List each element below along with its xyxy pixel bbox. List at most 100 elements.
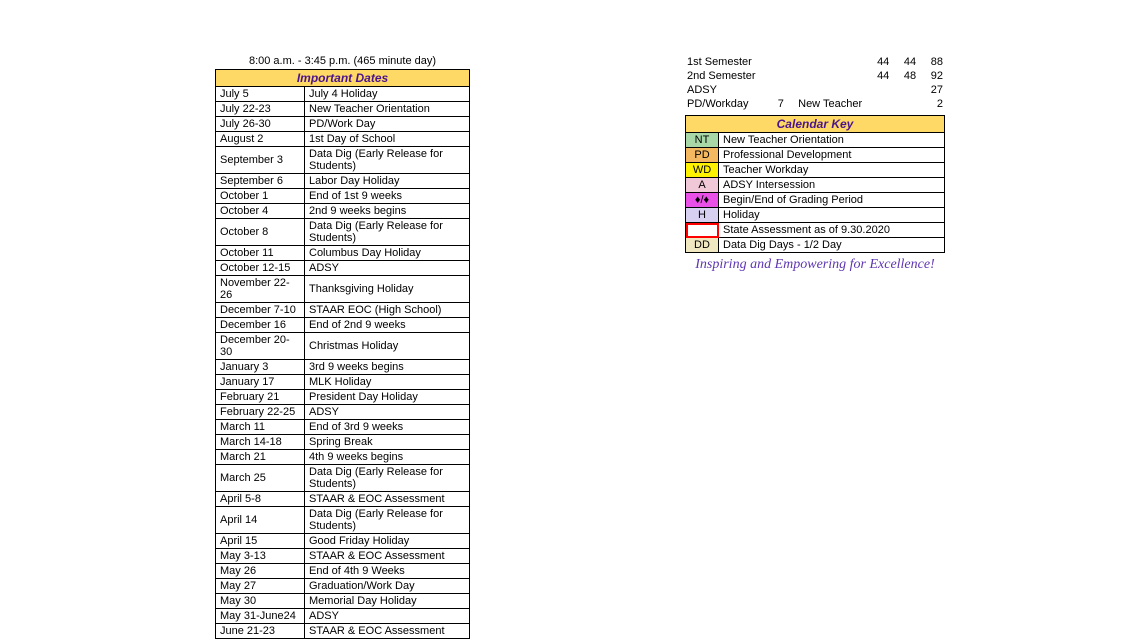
key-label-cell: New Teacher Orientation: [719, 133, 945, 148]
date-cell: September 6: [216, 174, 305, 189]
event-cell: End of 4th 9 Weeks: [305, 564, 470, 579]
date-cell: April 5-8: [216, 492, 305, 507]
stat-cell: [865, 97, 892, 111]
tagline: Inspiring and Empowering for Excellence!: [685, 257, 945, 273]
table-row: AADSY Intersession: [686, 178, 945, 193]
table-row: ♦/♦Begin/End of Grading Period: [686, 193, 945, 208]
table-row: March 11End of 3rd 9 weeks: [216, 420, 470, 435]
date-cell: January 17: [216, 375, 305, 390]
event-cell: Data Dig (Early Release for Students): [305, 147, 470, 174]
event-cell: Memorial Day Holiday: [305, 594, 470, 609]
table-row: HHoliday: [686, 208, 945, 223]
event-cell: 4th 9 weeks begins: [305, 450, 470, 465]
date-cell: January 3: [216, 360, 305, 375]
date-cell: February 21: [216, 390, 305, 405]
table-row: PD/Workday7New Teacher2: [685, 97, 945, 111]
event-cell: 3rd 9 weeks begins: [305, 360, 470, 375]
event-cell: MLK Holiday: [305, 375, 470, 390]
table-row: State Assessment as of 9.30.2020: [686, 223, 945, 238]
date-cell: May 31-June24: [216, 609, 305, 624]
date-cell: December 7-10: [216, 303, 305, 318]
date-cell: July 26-30: [216, 117, 305, 132]
table-row: NTNew Teacher Orientation: [686, 133, 945, 148]
key-code-cell: NT: [686, 133, 719, 148]
key-label-cell: Professional Development: [719, 148, 945, 163]
date-cell: December 20-30: [216, 333, 305, 360]
event-cell: End of 1st 9 weeks: [305, 189, 470, 204]
stat-cell: [766, 83, 796, 97]
date-cell: May 30: [216, 594, 305, 609]
key-code-cell: [686, 223, 719, 238]
date-cell: December 16: [216, 318, 305, 333]
date-cell: May 26: [216, 564, 305, 579]
event-cell: STAAR & EOC Assessment: [305, 492, 470, 507]
date-cell: March 14-18: [216, 435, 305, 450]
date-cell: July 5: [216, 87, 305, 102]
event-cell: New Teacher Orientation: [305, 102, 470, 117]
event-cell: Columbus Day Holiday: [305, 246, 470, 261]
calendar-key-section: 1st Semester4444882nd Semester444892ADSY…: [685, 55, 945, 639]
key-label-cell: State Assessment as of 9.30.2020: [719, 223, 945, 238]
important-dates-header: Important Dates: [216, 70, 470, 87]
event-cell: July 4 Holiday: [305, 87, 470, 102]
date-cell: March 25: [216, 465, 305, 492]
table-row: September 6Labor Day Holiday: [216, 174, 470, 189]
table-row: 1st Semester444488: [685, 55, 945, 69]
key-code-cell: ♦/♦: [686, 193, 719, 208]
table-row: ADSY27: [685, 83, 945, 97]
event-cell: STAAR EOC (High School): [305, 303, 470, 318]
stat-cell: [865, 83, 892, 97]
date-cell: October 8: [216, 219, 305, 246]
event-cell: Data Dig (Early Release for Students): [305, 507, 470, 534]
important-dates-section: 8:00 a.m. - 3:45 p.m. (465 minute day) I…: [215, 55, 470, 639]
event-cell: End of 2nd 9 weeks: [305, 318, 470, 333]
key-code-cell: A: [686, 178, 719, 193]
table-row: October 1End of 1st 9 weeks: [216, 189, 470, 204]
date-cell: July 22-23: [216, 102, 305, 117]
key-label-cell: Data Dig Days - 1/2 Day: [719, 238, 945, 253]
important-dates-table: Important Dates July 5July 4 HolidayJuly…: [215, 69, 470, 639]
date-cell: March 11: [216, 420, 305, 435]
table-row: December 20-30Christmas Holiday: [216, 333, 470, 360]
stat-cell: 2nd Semester: [685, 69, 766, 83]
stat-cell: 7: [766, 97, 796, 111]
table-row: July 22-23New Teacher Orientation: [216, 102, 470, 117]
date-cell: June 21-23: [216, 624, 305, 639]
table-row: April 15Good Friday Holiday: [216, 534, 470, 549]
stat-cell: PD/Workday: [685, 97, 766, 111]
calendar-key-header: Calendar Key: [686, 116, 945, 133]
event-cell: Good Friday Holiday: [305, 534, 470, 549]
stat-cell: 92: [918, 69, 945, 83]
stat-cell: [766, 69, 796, 83]
table-row: WDTeacher Workday: [686, 163, 945, 178]
event-cell: Data Dig (Early Release for Students): [305, 465, 470, 492]
table-row: July 26-30PD/Work Day: [216, 117, 470, 132]
event-cell: Thanksgiving Holiday: [305, 276, 470, 303]
event-cell: STAAR & EOC Assessment: [305, 549, 470, 564]
date-cell: October 1: [216, 189, 305, 204]
stat-cell: ADSY: [685, 83, 766, 97]
table-row: March 14-18Spring Break: [216, 435, 470, 450]
date-cell: March 21: [216, 450, 305, 465]
stat-cell: [796, 55, 865, 69]
table-row: February 22-25ADSY: [216, 405, 470, 420]
schedule-time: 8:00 a.m. - 3:45 p.m. (465 minute day): [215, 55, 470, 69]
event-cell: ADSY: [305, 405, 470, 420]
key-code-cell: PD: [686, 148, 719, 163]
table-row: January 17MLK Holiday: [216, 375, 470, 390]
stat-cell: 88: [918, 55, 945, 69]
date-cell: September 3: [216, 147, 305, 174]
event-cell: 2nd 9 weeks begins: [305, 204, 470, 219]
date-cell: October 12-15: [216, 261, 305, 276]
event-cell: PD/Work Day: [305, 117, 470, 132]
semester-stats-table: 1st Semester4444882nd Semester444892ADSY…: [685, 55, 945, 111]
table-row: September 3Data Dig (Early Release for S…: [216, 147, 470, 174]
table-row: January 33rd 9 weeks begins: [216, 360, 470, 375]
event-cell: 1st Day of School: [305, 132, 470, 147]
date-cell: May 27: [216, 579, 305, 594]
date-cell: November 22-26: [216, 276, 305, 303]
table-row: June 21-23STAAR & EOC Assessment: [216, 624, 470, 639]
table-row: May 26End of 4th 9 Weeks: [216, 564, 470, 579]
stat-cell: 2: [918, 97, 945, 111]
table-row: PDProfessional Development: [686, 148, 945, 163]
